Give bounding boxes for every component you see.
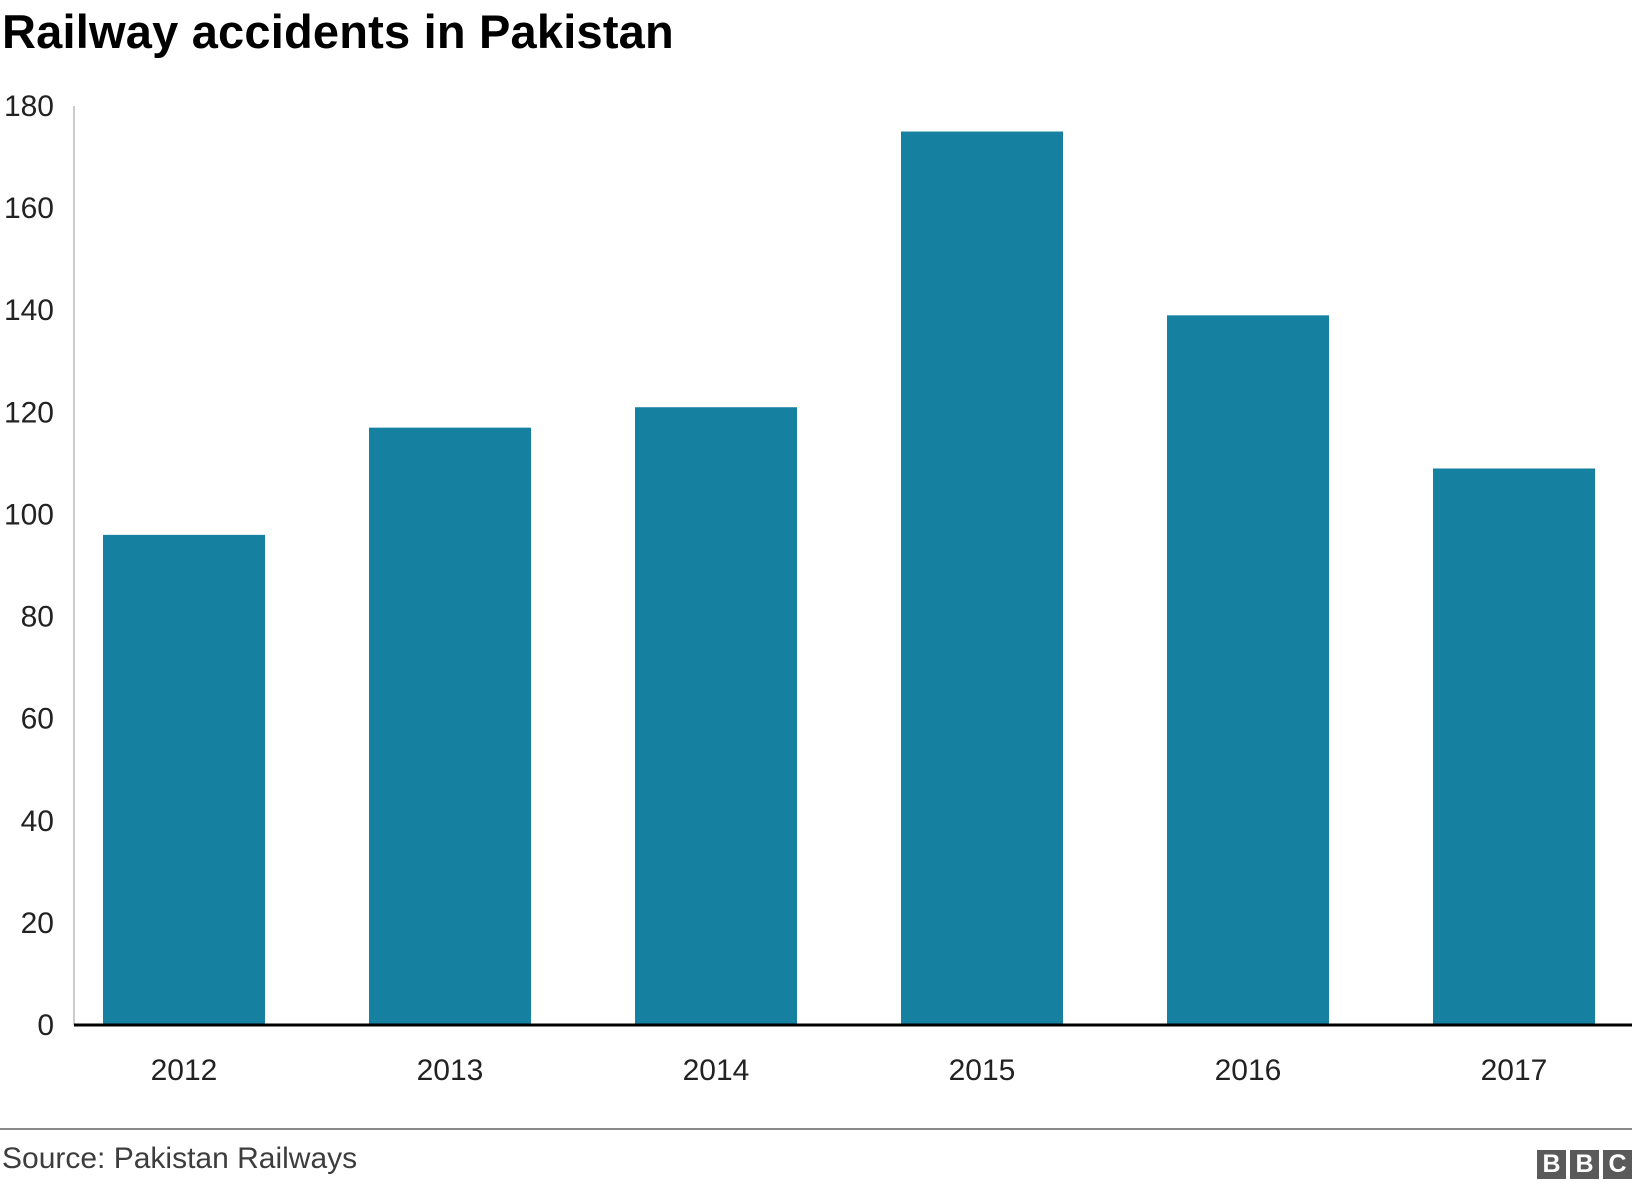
bbc-logo-block: B (1570, 1150, 1599, 1179)
bbc-logo: B B C (1537, 1150, 1632, 1179)
x-tick-label: 2015 (949, 1054, 1016, 1087)
x-tick-label: 2014 (683, 1054, 750, 1087)
y-tick-label: 180 (4, 90, 54, 123)
y-tick-label: 0 (37, 1009, 54, 1042)
bars (103, 131, 1595, 1026)
y-tick-label: 120 (4, 396, 54, 429)
y-tick-label: 100 (4, 498, 54, 531)
x-axis-tick-labels: 2012 2013 2014 2015 2016 2017 (151, 1054, 1548, 1087)
bbc-logo-block: C (1603, 1150, 1632, 1179)
y-tick-label: 80 (21, 601, 54, 634)
y-tick-label: 60 (21, 703, 54, 736)
bar-2014 (635, 407, 797, 1025)
y-axis-tick-labels: 0 20 40 60 80 100 120 140 160 180 (4, 90, 54, 1042)
y-tick-label: 40 (21, 805, 54, 838)
bar-2017 (1433, 468, 1595, 1025)
x-tick-label: 2013 (417, 1054, 484, 1087)
x-tick-label: 2016 (1215, 1054, 1282, 1087)
bar-2015 (901, 131, 1063, 1025)
x-tick-label: 2017 (1481, 1054, 1548, 1087)
source-note: Source: Pakistan Railways (2, 1142, 358, 1175)
chart-title: Railway accidents in Pakistan (2, 5, 674, 58)
bar-2012 (103, 534, 265, 1025)
x-tick-label: 2012 (151, 1054, 218, 1087)
footer-divider (0, 1128, 1632, 1130)
bar-2016 (1167, 315, 1329, 1026)
bar-2013 (369, 427, 531, 1025)
bbc-logo-block: B (1537, 1150, 1566, 1179)
y-tick-label: 20 (21, 907, 54, 940)
y-tick-label: 160 (4, 192, 54, 225)
y-tick-label: 140 (4, 294, 54, 327)
